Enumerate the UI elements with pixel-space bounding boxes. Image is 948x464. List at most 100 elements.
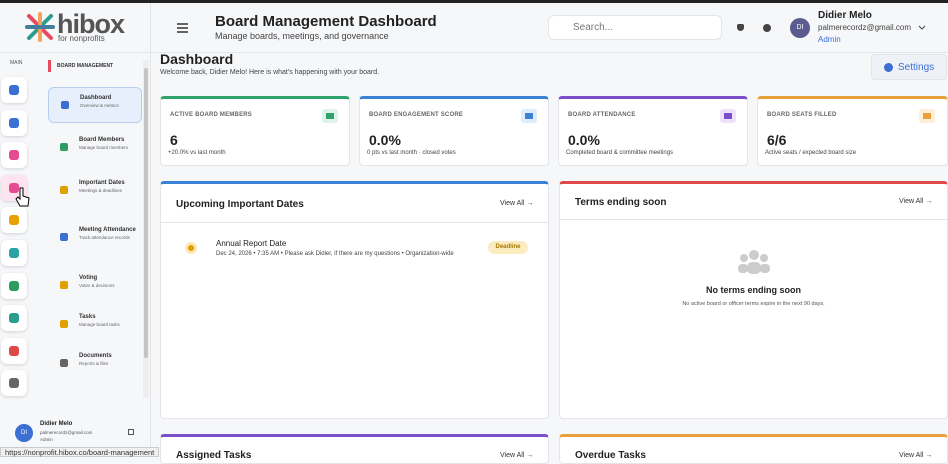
rail-button[interactable] bbox=[1, 337, 27, 364]
logo-tagline: for nonprofits bbox=[58, 34, 105, 43]
upcoming-panel: Upcoming Important Dates View All → Annu… bbox=[160, 181, 549, 419]
stat-value: 6 bbox=[170, 132, 178, 148]
nav-label: Documents Reports & files bbox=[79, 352, 139, 367]
sidebar-title: BOARD MANAGEMENT bbox=[57, 63, 114, 69]
rail-button[interactable] bbox=[1, 305, 27, 332]
date-details: Dec 24, 2026 • 7:35 AM • Please ask Didi… bbox=[216, 251, 454, 257]
top-bar bbox=[0, 0, 948, 3]
logo-name: hibox bbox=[57, 9, 125, 39]
stat-note: 0 pts vs last month · closed votes bbox=[367, 150, 456, 156]
nav-description: Manage board tasks bbox=[79, 322, 120, 327]
nav-description: Meetings & deadlines bbox=[79, 188, 123, 193]
empty-title: No terms ending soon bbox=[705, 285, 801, 295]
stat-label: BOARD SEATS FILLED bbox=[767, 112, 837, 118]
rail-button[interactable] bbox=[1, 370, 27, 397]
nav-label-text: Tasks bbox=[79, 314, 96, 320]
nav-item[interactable]: Meeting Attendance Track attendance recor… bbox=[48, 220, 142, 256]
divider bbox=[150, 3, 151, 453]
nav-description: Manage board members bbox=[79, 145, 129, 150]
view-all[interactable]: View All → bbox=[899, 198, 933, 205]
stat-value: 0.0% bbox=[369, 132, 401, 148]
nav-label: Tasks Manage board tasks bbox=[79, 313, 139, 328]
stat-icon bbox=[521, 109, 537, 123]
stat-label: ACTIVE BOARD MEMBERS bbox=[170, 112, 253, 118]
stat-icon bbox=[322, 109, 338, 123]
user-menu-caret[interactable] bbox=[918, 25, 926, 30]
stat-card: ACTIVE BOARD MEMBERS 6 +20.0% vs last mont… bbox=[160, 96, 350, 166]
scrollbar[interactable] bbox=[143, 60, 149, 398]
view-all[interactable]: View All → bbox=[500, 200, 534, 207]
nav-description: Track attendance records bbox=[79, 235, 130, 240]
rail-button[interactable] bbox=[1, 109, 27, 136]
empty-icon bbox=[738, 250, 770, 274]
stat-note: +20.0% vs last month bbox=[168, 150, 226, 156]
nav-description: Votes & decisions bbox=[79, 283, 115, 288]
date-badge: Deadline bbox=[488, 241, 528, 254]
stat-card: BOARD ATTENDANCE 0.0% Completed board & co… bbox=[558, 96, 748, 166]
nav-icon bbox=[60, 186, 68, 194]
nav-description: Reports & files bbox=[79, 361, 109, 366]
status-url: https://nonprofit.hibox.co/board-managem… bbox=[0, 447, 160, 457]
nav-label: Meeting Attendance Track attendance recor… bbox=[79, 226, 139, 241]
settings-label: Settings bbox=[898, 62, 935, 73]
divider bbox=[0, 52, 948, 53]
nav-item[interactable]: Important Dates Meetings & deadlines bbox=[48, 173, 142, 209]
panel-title: Assigned Tasks bbox=[176, 450, 252, 461]
notification-icon[interactable] bbox=[737, 24, 744, 31]
cursor bbox=[15, 187, 30, 207]
divider bbox=[161, 222, 548, 223]
sidebar-avatar: DI bbox=[15, 424, 33, 442]
assigned-panel: Assigned Tasks View All → bbox=[160, 434, 549, 464]
terms-panel: Terms ending soon View All → No terms en… bbox=[559, 181, 948, 419]
menu-button[interactable] bbox=[177, 23, 188, 33]
user-role: Admin bbox=[818, 35, 841, 44]
stat-note: Active seats / expected board size bbox=[765, 150, 857, 156]
header-subtitle: Manage boards, meetings, and governance bbox=[215, 31, 389, 41]
header-title: Board Management Dashboard bbox=[215, 13, 437, 30]
nav-icon bbox=[60, 359, 68, 367]
view-all[interactable]: View All → bbox=[500, 452, 534, 459]
settings-button[interactable]: Settings bbox=[871, 54, 947, 80]
avatar[interactable]: DI bbox=[790, 18, 810, 38]
logout-icon[interactable] bbox=[128, 429, 134, 435]
view-all[interactable]: View All → bbox=[899, 452, 933, 459]
stat-value: 6/6 bbox=[767, 132, 787, 148]
stat-icon bbox=[720, 109, 736, 123]
settings-icon bbox=[884, 63, 893, 72]
nav-icon bbox=[60, 320, 68, 328]
nav-label-text: Important Dates bbox=[79, 180, 125, 186]
nav-description: Overview & metrics bbox=[80, 103, 119, 108]
stat-icon bbox=[919, 109, 935, 123]
nav-item[interactable]: Documents Reports & files bbox=[48, 346, 142, 382]
nav-label-text: Meeting Attendance bbox=[79, 227, 136, 233]
stat-card: BOARD ENGAGEMENT SCORE 0.0% 0 pts vs last … bbox=[359, 96, 549, 166]
nav-label: Board Members Manage board members bbox=[79, 136, 139, 151]
nav-item[interactable]: Board Members Manage board members bbox=[48, 130, 142, 166]
rail-button[interactable] bbox=[1, 77, 27, 103]
rail-button[interactable] bbox=[1, 272, 27, 299]
nav-label: Important Dates Meetings & deadlines bbox=[79, 179, 139, 194]
rail-button[interactable] bbox=[1, 142, 27, 169]
nav-item[interactable]: Dashboard Overview & metrics bbox=[48, 87, 142, 123]
rail-button[interactable] bbox=[1, 207, 27, 234]
rail-label: MAIN bbox=[10, 60, 23, 66]
user-name: Didier Melo bbox=[818, 10, 872, 21]
nav-label: Dashboard Overview & metrics bbox=[80, 94, 140, 109]
stat-label: BOARD ENGAGEMENT SCORE bbox=[369, 112, 464, 118]
sidebar-user-name: Didier Melo bbox=[40, 421, 73, 427]
stat-value: 0.0% bbox=[568, 132, 600, 148]
stat-label: BOARD ATTENDANCE bbox=[568, 112, 636, 118]
sidebar-user-role: Admin bbox=[40, 437, 53, 442]
nav-item[interactable]: Voting Votes & decisions bbox=[48, 268, 142, 304]
rail-button[interactable] bbox=[1, 240, 27, 266]
date-title: Annual Report Date bbox=[216, 239, 287, 248]
search-box[interactable]: Search... bbox=[548, 15, 722, 40]
overdue-panel: Overdue Tasks View All → bbox=[559, 434, 948, 464]
nav-item[interactable]: Tasks Manage board tasks bbox=[48, 307, 142, 343]
logo-mark bbox=[25, 12, 55, 42]
theme-icon[interactable] bbox=[763, 24, 771, 32]
page-title: Dashboard bbox=[160, 51, 234, 67]
nav-icon bbox=[60, 143, 68, 151]
nav-label-text: Documents bbox=[79, 353, 112, 359]
user-email: palmerecordz@gmail.com bbox=[818, 23, 912, 32]
